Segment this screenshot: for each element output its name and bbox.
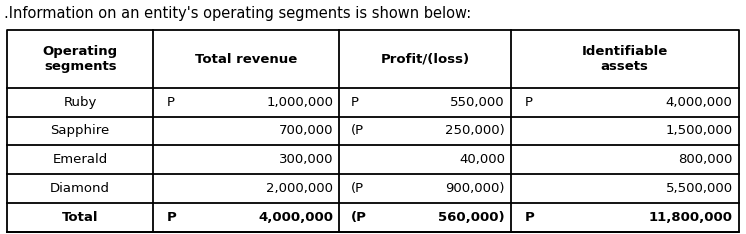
Text: 11,800,000: 11,800,000 xyxy=(648,211,733,224)
Text: Operating
segments: Operating segments xyxy=(43,45,118,73)
Text: 40,000: 40,000 xyxy=(459,153,505,166)
Text: 900,000): 900,000) xyxy=(445,182,505,195)
Text: 550,000: 550,000 xyxy=(451,96,505,109)
Text: 4,000,000: 4,000,000 xyxy=(665,96,733,109)
Text: 2,000,000: 2,000,000 xyxy=(266,182,333,195)
Text: .Information on an entity's operating segments is shown below:: .Information on an entity's operating se… xyxy=(4,6,471,21)
Text: 250,000): 250,000) xyxy=(445,124,505,137)
Text: Sapphire: Sapphire xyxy=(51,124,110,137)
Text: P: P xyxy=(351,96,359,109)
Text: Profit/(loss): Profit/(loss) xyxy=(380,53,470,66)
Text: P: P xyxy=(166,96,175,109)
Text: (P: (P xyxy=(351,211,366,224)
Text: Identifiable
assets: Identifiable assets xyxy=(582,45,668,73)
Text: 800,000: 800,000 xyxy=(678,153,733,166)
Text: Total: Total xyxy=(62,211,98,224)
Text: (P: (P xyxy=(351,124,364,137)
Text: 700,000: 700,000 xyxy=(279,124,333,137)
Text: P: P xyxy=(524,211,534,224)
Text: 1,500,000: 1,500,000 xyxy=(665,124,733,137)
Text: 560,000): 560,000) xyxy=(439,211,505,224)
Text: 1,000,000: 1,000,000 xyxy=(266,96,333,109)
Text: P: P xyxy=(166,211,176,224)
Text: (P: (P xyxy=(351,182,364,195)
Text: Total revenue: Total revenue xyxy=(195,53,298,66)
Text: 4,000,000: 4,000,000 xyxy=(258,211,333,224)
Text: Emerald: Emerald xyxy=(52,153,108,166)
Text: Ruby: Ruby xyxy=(63,96,97,109)
Text: Diamond: Diamond xyxy=(50,182,110,195)
Text: 5,500,000: 5,500,000 xyxy=(665,182,733,195)
Text: P: P xyxy=(524,96,533,109)
Text: 300,000: 300,000 xyxy=(279,153,333,166)
